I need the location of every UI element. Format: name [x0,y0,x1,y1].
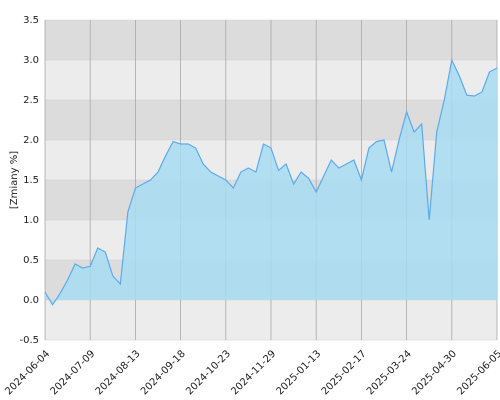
line [44,58,498,306]
x-tick-label: 2024-06-04 [3,348,52,397]
x-tick-label: 2024-11-29 [229,348,278,397]
area-fill [45,60,497,305]
y-tick-label: 2.0 [23,135,39,146]
y-tick-label: 0.5 [23,255,39,266]
y-axis-label: [Zmiany %] [9,151,20,209]
x-tick-label: 2025-02-17 [320,348,369,397]
x-tick-label: 2025-01-13 [275,348,324,397]
y-tick-label: 1.5 [23,175,39,186]
y-tick-label: 2.5 [23,95,39,106]
y-tick-label: 3.0 [23,55,39,66]
x-tick-label: 2025-04-30 [410,348,459,397]
x-tick-label: 2024-09-18 [139,348,188,397]
y-tick-label: 3.5 [23,15,39,26]
y-tick-label: 0.0 [23,295,39,306]
x-tick-label: 2024-08-13 [94,348,143,397]
x-tick-label: 2025-06-05 [455,348,500,397]
y-tick-label: -0.5 [19,335,39,346]
y-tick-label: 1.0 [23,215,39,226]
x-tick-label: 2024-10-23 [184,348,233,397]
x-tick-label: 2024-07-09 [49,348,98,397]
x-tick-label: 2025-03-24 [365,348,414,397]
